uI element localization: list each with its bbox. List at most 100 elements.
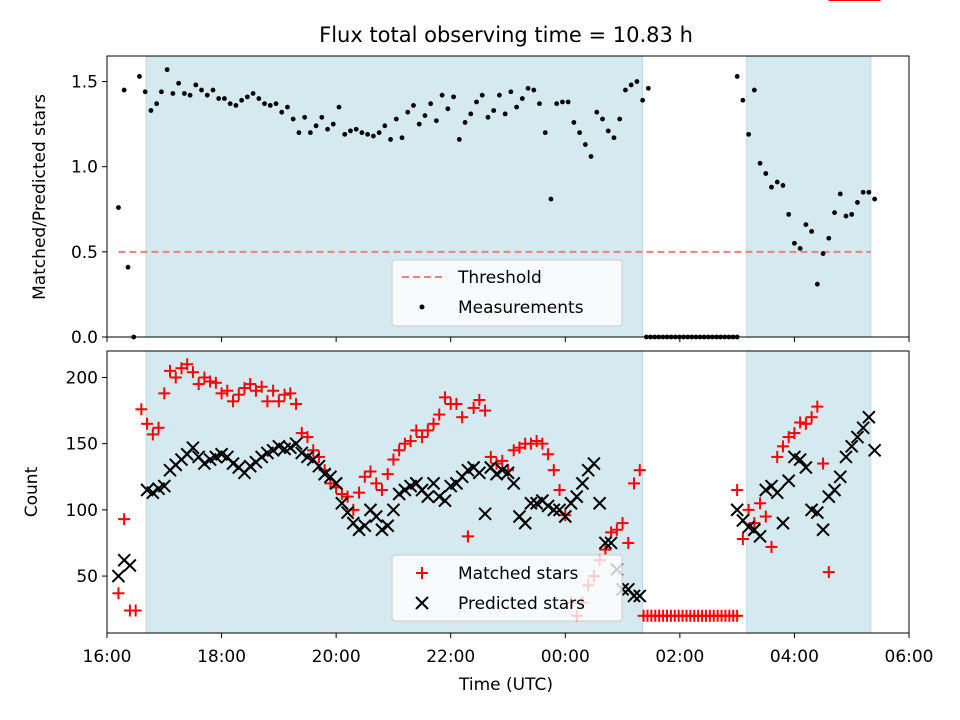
measurement-point	[565, 99, 571, 105]
matched-stars-point	[450, 397, 463, 410]
predicted-x-stroke-b	[856, 421, 870, 435]
matched-stars-point	[370, 477, 383, 490]
measurement-point	[763, 171, 769, 176]
predicted-x-stroke-b	[570, 489, 584, 504]
predicted-x-stroke-b	[191, 450, 206, 464]
measurement-point	[849, 211, 855, 217]
measurement-point	[233, 102, 239, 108]
matched-stars-point	[181, 358, 194, 371]
measurement-point	[244, 94, 250, 100]
predicted-stars-point	[426, 476, 441, 491]
matched-stars-point	[232, 388, 245, 401]
predicted-x-stroke-b	[552, 503, 567, 517]
predicted-stars-point	[810, 505, 825, 520]
measurement-point	[508, 89, 514, 95]
predicted-stars-point	[845, 439, 859, 454]
predicted-x-stroke-b	[317, 467, 332, 481]
measurement-point	[832, 210, 837, 216]
measurement-point	[792, 240, 797, 246]
predicted-stars-point	[558, 509, 572, 524]
measurement-point	[843, 213, 849, 219]
measurement-point	[502, 111, 508, 117]
matched-stars-point	[358, 470, 371, 483]
measurement-point	[519, 96, 525, 101]
measurement-point	[210, 87, 216, 93]
measurement-point	[634, 79, 640, 84]
matched-stars-point	[817, 457, 830, 470]
count-plot-frame	[106, 350, 910, 634]
predicted-x-stroke-b	[587, 456, 601, 471]
threshold-legend-label: Threshold	[457, 268, 542, 288]
predicted-stars-point	[472, 466, 487, 480]
matched-stars-point	[152, 421, 165, 434]
shaded-interval	[746, 55, 872, 338]
predicted-x-stroke-b	[747, 523, 762, 537]
matched-stars-point	[433, 408, 446, 421]
measurement-point	[353, 126, 359, 132]
measurement-point	[837, 191, 843, 197]
count-legend: Matched stars Predicted stars	[391, 554, 623, 622]
predicted-x-stroke-b	[816, 523, 830, 537]
predicted-x-stroke-b	[489, 467, 504, 481]
predicted-x-stroke-b	[289, 436, 303, 451]
predicted-x-stroke-b	[346, 516, 361, 530]
measurement-point	[462, 120, 468, 125]
predicted-stars-point	[770, 485, 784, 500]
matched-stars-point	[467, 401, 480, 414]
predicted-x-stroke-b	[197, 456, 212, 471]
measurement-point	[313, 123, 319, 129]
predicted-x-stroke-b	[111, 569, 126, 583]
predicted-x-stroke-b	[592, 496, 607, 510]
matched-stars-point	[204, 375, 217, 388]
measurement-point	[577, 130, 583, 136]
predicted-x-stroke-b	[266, 443, 280, 458]
y-tick-label: 0.5	[71, 243, 98, 263]
predicted-stars-point	[541, 499, 555, 513]
matched-legend-swatch	[416, 567, 428, 579]
measurement-point	[617, 116, 623, 122]
matched-stars-point	[822, 566, 835, 579]
predicted-stars-point	[295, 446, 309, 460]
measurement-point	[594, 109, 600, 115]
matched-stars-point	[192, 378, 205, 391]
measurement-point	[571, 120, 577, 125]
measurement-point	[786, 211, 792, 217]
x-tick-label: 00:00	[541, 647, 590, 667]
matched-stars-point	[307, 444, 320, 457]
measurement-point	[187, 92, 193, 98]
predicted-x-stroke-b	[380, 519, 395, 533]
y-tick-label: 200	[66, 368, 98, 388]
predicted-x-stroke-b	[621, 582, 636, 597]
predicted-x-stroke-b	[810, 505, 825, 520]
measurement-point	[548, 196, 554, 202]
predicted-x-stroke-b	[272, 439, 286, 454]
matched-stars-point	[353, 486, 366, 499]
matched-stars-point	[622, 536, 635, 549]
matched-stars-point	[605, 526, 618, 539]
predicted-stars-point	[478, 507, 492, 521]
matched-stars-point	[610, 523, 623, 536]
predicted-x-stroke-b	[226, 456, 240, 471]
measurement-point	[262, 101, 267, 107]
predicted-stars-point	[753, 529, 767, 544]
measurement-point	[479, 92, 485, 98]
measurement-point	[411, 102, 416, 108]
predicted-stars-point	[283, 440, 298, 455]
measurement-point	[159, 89, 164, 95]
measurement-point	[814, 281, 820, 287]
y-tick-label: 1.0	[71, 158, 98, 178]
predicted-stars-point	[850, 430, 865, 444]
measurement-point	[640, 97, 646, 103]
measurement-point	[560, 99, 565, 105]
measurement-point	[866, 189, 872, 195]
measurements-legend-label: Measurements	[458, 298, 584, 318]
measurement-point	[285, 104, 290, 110]
measurement-point	[239, 97, 245, 103]
measurement-point	[267, 102, 273, 108]
matched-stars-point	[135, 403, 148, 416]
predicted-x-stroke-b	[827, 483, 842, 497]
predicted-stars-point	[438, 493, 452, 508]
measurement-point	[148, 108, 154, 113]
predicted-stars-point	[489, 467, 504, 481]
x-tick-label: 02:00	[655, 647, 704, 667]
